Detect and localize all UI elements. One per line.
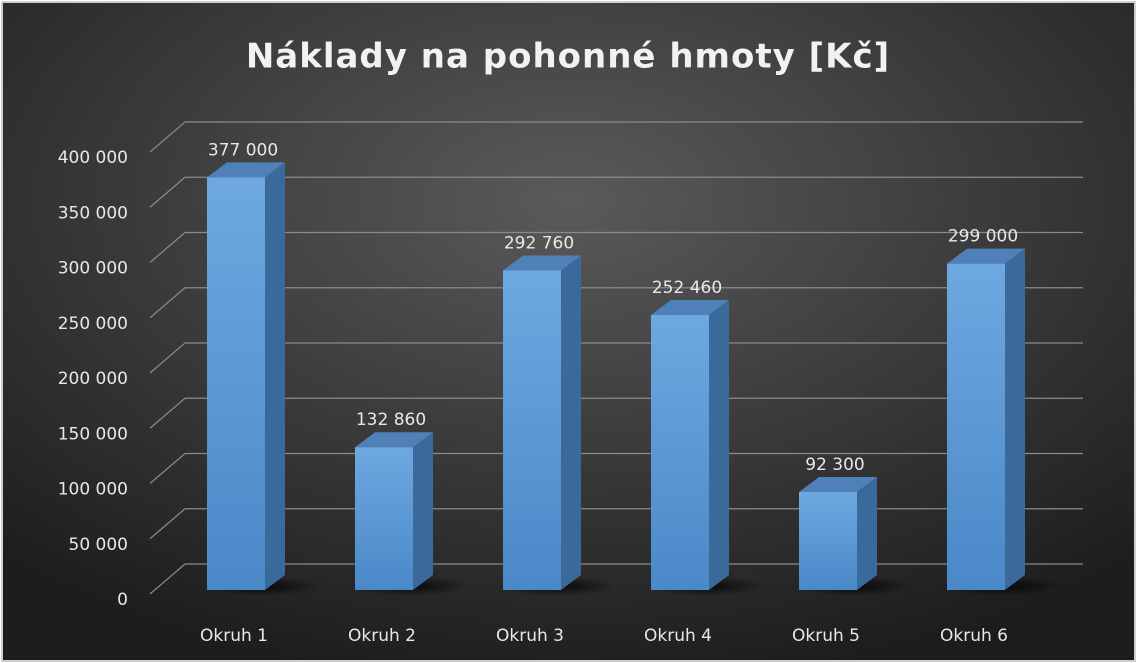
y-tick-label: 100 000 [58, 480, 128, 500]
bar-side [561, 255, 581, 591]
y-tick-label: 350 000 [58, 203, 128, 223]
y-tick-label: 400 000 [58, 148, 128, 168]
bar [799, 492, 857, 590]
y-tick-label: 0 [117, 590, 128, 610]
data-label: 132 860 [356, 410, 426, 430]
y-tick-label: 300 000 [58, 259, 128, 279]
x-tick-label: Okruh 3 [496, 626, 564, 646]
bar [651, 315, 709, 590]
grid-line [149, 287, 1083, 319]
grid-line [149, 563, 1083, 595]
x-tick-label: Okruh 4 [644, 626, 712, 646]
data-label: 377 000 [208, 140, 278, 160]
bar-side [265, 162, 285, 591]
bar [207, 177, 265, 591]
grid-line [149, 452, 1083, 484]
data-label: 292 760 [504, 234, 574, 254]
bar [503, 270, 561, 590]
y-tick-label: 200 000 [58, 369, 128, 389]
grid-line [149, 176, 1083, 208]
bar-top [947, 248, 1025, 264]
bar [947, 263, 1005, 590]
grid-line [149, 121, 1083, 153]
bar-top [355, 432, 433, 448]
bar-top [207, 162, 285, 178]
x-tick-label: Okruh 5 [792, 626, 860, 646]
bar-top [503, 255, 581, 271]
bar-side [413, 432, 433, 590]
data-label: 92 300 [805, 455, 864, 475]
bar-side [857, 477, 877, 590]
data-label: 252 460 [652, 278, 722, 298]
bar [355, 447, 413, 590]
bar-top [799, 477, 877, 493]
y-tick-label: 150 000 [58, 424, 128, 444]
x-tick-label: Okruh 1 [200, 626, 268, 646]
bar-top [651, 300, 729, 316]
y-tick-label: 250 000 [58, 314, 128, 334]
grid-line [149, 508, 1083, 540]
grid-line [149, 342, 1083, 374]
grid-line [149, 231, 1083, 263]
bar-side [1005, 248, 1025, 591]
bar-side [709, 300, 729, 590]
x-tick-label: Okruh 6 [940, 626, 1008, 646]
y-tick-label: 50 000 [69, 535, 128, 555]
x-tick-label: Okruh 2 [348, 626, 416, 646]
data-label: 299 000 [948, 227, 1018, 247]
grid-line [149, 397, 1083, 429]
chart-title: Náklady na pohonné hmoty [Kč] [246, 37, 890, 77]
